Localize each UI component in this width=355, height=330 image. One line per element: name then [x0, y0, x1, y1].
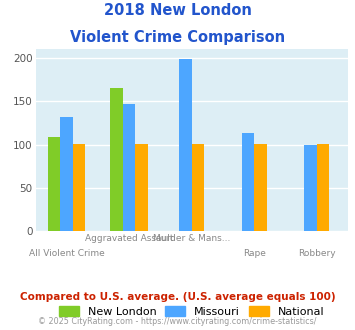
Text: Violent Crime Comparison: Violent Crime Comparison [70, 30, 285, 45]
Text: 2018 New London: 2018 New London [104, 3, 251, 18]
Bar [48, 137, 60, 231]
Legend: New London, Missouri, National: New London, Missouri, National [59, 306, 324, 317]
Text: All Violent Crime: All Violent Crime [29, 249, 105, 258]
Text: © 2025 CityRating.com - https://www.cityrating.com/crime-statistics/: © 2025 CityRating.com - https://www.city… [38, 317, 317, 326]
Text: Rape: Rape [243, 249, 266, 258]
Bar [192, 144, 204, 231]
Bar [317, 144, 329, 231]
Text: Compared to U.S. average. (U.S. average equals 100): Compared to U.S. average. (U.S. average … [20, 292, 335, 302]
Bar [73, 144, 86, 231]
Bar [110, 87, 123, 231]
Text: Robbery: Robbery [298, 249, 335, 258]
Text: Aggravated Assault: Aggravated Assault [85, 234, 174, 243]
Bar [242, 133, 254, 231]
Bar [304, 146, 317, 231]
Text: Murder & Mans...: Murder & Mans... [153, 234, 230, 243]
Bar [254, 144, 267, 231]
Bar [123, 104, 136, 231]
Bar [179, 59, 192, 231]
Bar [136, 144, 148, 231]
Bar [60, 117, 73, 231]
